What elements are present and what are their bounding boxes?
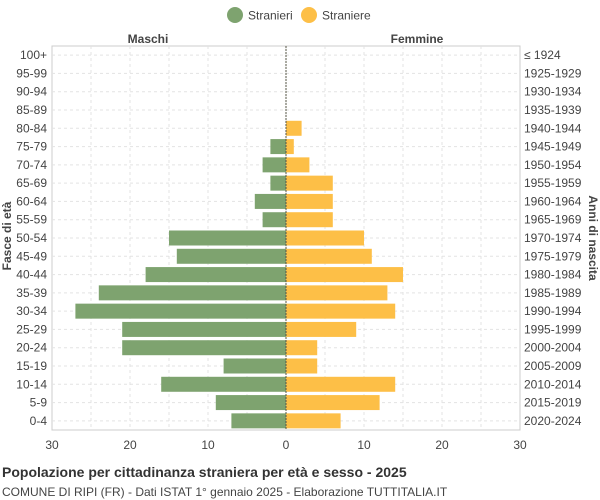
birth-year-label: 2005-2009 [524, 359, 582, 373]
bar-male-75-79 [270, 139, 286, 155]
age-group-label: 20-24 [16, 341, 47, 355]
age-group-label: 75-79 [16, 140, 47, 154]
bar-male-55-59 [262, 212, 286, 228]
legend-swatch [301, 7, 317, 23]
y-axis-title-right: Anni di nascita [586, 195, 600, 281]
bar-female-45-49 [286, 248, 372, 264]
bar-female-0-4 [286, 413, 341, 429]
birth-year-label: 2015-2019 [524, 396, 582, 410]
bar-female-80-84 [286, 120, 302, 136]
bar-female-70-74 [286, 157, 310, 173]
age-group-label: 45-49 [16, 249, 47, 263]
birth-year-label: 1935-1939 [524, 103, 582, 117]
birth-year-label: 1955-1959 [524, 176, 582, 190]
bar-female-60-64 [286, 193, 333, 209]
birth-year-label: 2020-2024 [524, 414, 582, 428]
chart-title: Popolazione per cittadinanza straniera p… [2, 464, 407, 480]
bar-male-45-49 [176, 248, 286, 264]
birth-year-label: 1970-1974 [524, 231, 582, 245]
bar-female-5-9 [286, 395, 380, 411]
age-group-label: 85-89 [16, 103, 47, 117]
birth-year-label: 2000-2004 [524, 341, 582, 355]
legend-swatch [227, 7, 243, 23]
age-group-label: 70-74 [16, 158, 47, 172]
birth-year-label: 1940-1944 [524, 121, 582, 135]
age-group-label: 90-94 [16, 85, 47, 99]
birth-year-label: 1925-1929 [524, 66, 582, 80]
bar-male-50-54 [169, 230, 286, 246]
bar-male-20-24 [122, 340, 286, 356]
age-group-label: 95-99 [16, 66, 47, 80]
bar-female-35-39 [286, 285, 388, 301]
x-tick-label: 20 [123, 438, 137, 452]
bar-male-40-44 [145, 267, 286, 283]
bar-male-15-19 [223, 358, 286, 374]
x-tick-label: 10 [357, 438, 371, 452]
age-group-label: 25-29 [16, 322, 47, 336]
bar-female-10-14 [286, 376, 396, 392]
x-tick-labels: 30 20 10 0 10 20 30 [45, 438, 527, 452]
bar-female-25-29 [286, 321, 357, 337]
bar-female-65-69 [286, 175, 333, 191]
population-pyramid-chart: 100+ 95-99 90-94 85-89 80-84 75-79 70-74 65-69 6… [0, 7, 600, 452]
age-group-label: 80-84 [16, 121, 47, 135]
age-group-label: 30-34 [16, 304, 47, 318]
birth-year-label: 1945-1949 [524, 140, 582, 154]
chart-subtitle: COMUNE DI RIPI (FR) - Dati ISTAT 1° genn… [2, 485, 448, 499]
age-group-label: 50-54 [16, 231, 47, 245]
legend-label: Straniere [322, 9, 371, 23]
x-tick-label: 20 [435, 438, 449, 452]
bar-female-15-19 [286, 358, 318, 374]
x-tick-label: 0 [283, 438, 290, 452]
age-group-label: 60-64 [16, 194, 47, 208]
age-group-label: 10-14 [16, 377, 47, 391]
age-group-label: 5-9 [30, 396, 48, 410]
bar-male-30-34 [75, 303, 287, 319]
legend: Stranieri Straniere [227, 7, 371, 23]
x-tick-label: 30 [513, 438, 527, 452]
y-axis-title-left: Fasce di età [0, 201, 14, 270]
birth-year-label: 1995-1999 [524, 322, 582, 336]
x-tick-label: 10 [201, 438, 215, 452]
bar-female-55-59 [286, 212, 333, 228]
birth-year-label: 1980-1984 [524, 268, 582, 282]
age-group-label: 15-19 [16, 359, 47, 373]
age-group-label: 100+ [20, 48, 47, 62]
right-side-label: Femmine [391, 32, 444, 46]
bar-female-20-24 [286, 340, 318, 356]
age-group-label: 40-44 [16, 268, 47, 282]
bar-female-40-44 [286, 267, 403, 283]
birth-year-label: 1950-1954 [524, 158, 582, 172]
bar-male-25-29 [122, 321, 286, 337]
age-group-label: 65-69 [16, 176, 47, 190]
age-group-labels: 100+ 95-99 90-94 85-89 80-84 75-79 70-74 65-69 6… [16, 48, 47, 428]
bar-female-30-34 [286, 303, 396, 319]
legend-label: Stranieri [248, 9, 293, 23]
age-group-label: 0-4 [30, 414, 48, 428]
bar-male-70-74 [262, 157, 286, 173]
birth-year-label: 2010-2014 [524, 377, 582, 391]
age-group-label: 35-39 [16, 286, 47, 300]
bar-female-50-54 [286, 230, 364, 246]
bar-male-35-39 [98, 285, 286, 301]
birth-year-label: ≤ 1924 [524, 48, 561, 62]
bar-male-10-14 [161, 376, 286, 392]
birth-year-label: 1965-1969 [524, 213, 582, 227]
left-side-label: Maschi [128, 32, 169, 46]
birth-year-label: 1930-1934 [524, 85, 582, 99]
bars [75, 120, 403, 429]
x-tick-label: 30 [45, 438, 59, 452]
birth-year-labels: ≤ 1924 1925-1929 1930-1934 1935-1939 1940-19… [524, 48, 582, 428]
bar-male-60-64 [254, 193, 286, 209]
age-group-label: 55-59 [16, 213, 47, 227]
bar-male-65-69 [270, 175, 286, 191]
bar-female-75-79 [286, 139, 294, 155]
birth-year-label: 1985-1989 [524, 286, 582, 300]
bar-male-0-4 [231, 413, 286, 429]
bar-male-5-9 [215, 395, 286, 411]
birth-year-label: 1960-1964 [524, 194, 582, 208]
birth-year-label: 1975-1979 [524, 249, 582, 263]
birth-year-label: 1990-1994 [524, 304, 582, 318]
